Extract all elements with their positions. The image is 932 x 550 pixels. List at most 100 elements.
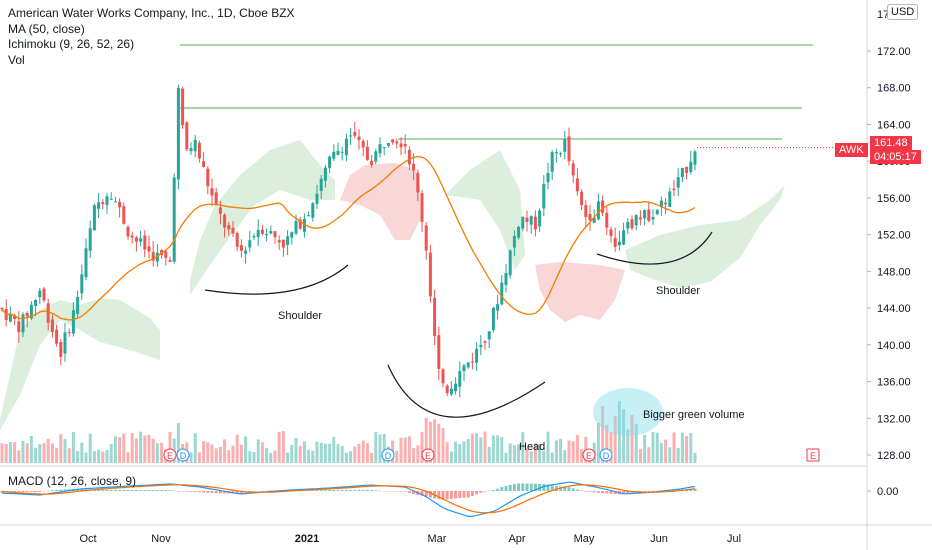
- macd-histogram-bar: [50, 490, 54, 491]
- candle-body: [643, 210, 647, 219]
- candle-body: [109, 198, 113, 200]
- event-marker[interactable]: [582, 448, 596, 462]
- macd-histogram-bar: [17, 491, 21, 493]
- arc-1[interactable]: [387, 364, 546, 418]
- candle-body: [382, 147, 386, 149]
- event-marker[interactable]: [381, 448, 395, 462]
- volume-note-label[interactable]: Bigger green volume: [643, 409, 745, 421]
- candle-body: [634, 214, 638, 226]
- candle-body: [25, 312, 29, 317]
- macd-histogram-bar: [445, 491, 449, 500]
- macd-histogram-bar: [496, 488, 500, 491]
- ma-line[interactable]: [1, 155, 696, 321]
- currency-button[interactable]: USD: [887, 4, 919, 20]
- candle-body: [664, 202, 668, 205]
- volume-bar: [575, 434, 579, 463]
- symbol-title[interactable]: American Water Works Company, Inc., 1D, …: [8, 6, 295, 20]
- macd-histogram-bar: [164, 490, 168, 491]
- ma-legend[interactable]: MA (50, close): [8, 21, 85, 36]
- candle-body: [504, 273, 508, 286]
- candle-body: [357, 136, 361, 141]
- macd-histogram-bar: [512, 484, 516, 491]
- time-tick-label: Apr: [508, 533, 525, 545]
- candle-body: [34, 300, 38, 306]
- candle-body: [265, 234, 269, 236]
- volume-bar: [651, 432, 655, 463]
- macd-histogram-bar: [437, 491, 441, 500]
- macd-histogram-bar: [504, 485, 508, 491]
- candle-body: [164, 251, 168, 258]
- macd-histogram-bar: [143, 490, 147, 491]
- volume-bar: [202, 441, 206, 463]
- candle-body: [319, 178, 323, 191]
- left-shoulder-label[interactable]: Shoulder: [278, 310, 322, 322]
- candle-body: [638, 217, 642, 220]
- candle-body: [281, 239, 285, 248]
- macd-histogram-bar: [185, 491, 189, 492]
- volume-bar: [139, 431, 143, 463]
- candle-body: [445, 385, 449, 394]
- volume-bar: [118, 437, 122, 463]
- macd-line[interactable]: [1, 481, 696, 518]
- volume-bar: [470, 433, 474, 463]
- volume-bar: [643, 434, 647, 463]
- candle-body: [441, 369, 445, 384]
- candle-body: [206, 168, 210, 187]
- macd-legend[interactable]: MACD (12, 26, close, 9): [8, 474, 137, 488]
- ichimoku-legend[interactable]: Ichimoku (9, 26, 52, 26): [8, 37, 135, 51]
- event-marker[interactable]: [176, 448, 190, 462]
- candle-body: [521, 216, 525, 229]
- candle-body: [403, 143, 407, 147]
- candle-body: [307, 215, 311, 217]
- volume-bar: [76, 451, 80, 463]
- macd-histogram-bar: [59, 489, 63, 491]
- volume-bar: [332, 436, 336, 463]
- candle-body: [344, 138, 348, 156]
- macd-histogram-bar: [155, 490, 159, 491]
- candle-body: [601, 200, 605, 213]
- macd-histogram-bar: [626, 491, 630, 494]
- arc-0[interactable]: [204, 264, 349, 295]
- macd-histogram-bar: [105, 489, 109, 491]
- volume-bar: [559, 438, 563, 463]
- macd-histogram-bar: [533, 483, 537, 491]
- macd-histogram-bar: [113, 489, 117, 491]
- candle-body: [685, 166, 689, 173]
- volume-bar: [370, 452, 374, 463]
- volume-bar: [622, 409, 626, 463]
- head-label[interactable]: Head: [519, 441, 545, 453]
- volume-bar: [554, 440, 558, 463]
- macd-histogram-bar: [218, 491, 222, 494]
- time-tick-label: Oct: [79, 533, 96, 545]
- candle-body: [588, 213, 592, 221]
- volume-highlight: [593, 388, 663, 436]
- arc-2[interactable]: [596, 231, 713, 265]
- event-marker[interactable]: [599, 448, 613, 462]
- signal-line[interactable]: [1, 484, 696, 514]
- volume-bar: [328, 443, 332, 463]
- volume-bar: [155, 443, 159, 463]
- volume-bar: [160, 442, 164, 463]
- macd-histogram-bar: [206, 491, 210, 493]
- macd-histogram-bar: [550, 485, 554, 491]
- right-shoulder-label[interactable]: Shoulder: [656, 285, 700, 297]
- macd-histogram-bar: [374, 490, 378, 491]
- macd-histogram-bar: [592, 491, 596, 493]
- volume-bar: [122, 433, 126, 463]
- macd-histogram-bar: [344, 489, 348, 491]
- candle-body: [151, 251, 155, 261]
- macd-histogram-bar: [353, 489, 357, 491]
- event-marker[interactable]: [421, 448, 435, 462]
- price-tick-label: 140.00: [877, 340, 911, 352]
- event-marker[interactable]: [163, 448, 177, 462]
- event-marker[interactable]: [806, 448, 820, 462]
- price-tick-label: 136.00: [877, 377, 911, 389]
- volume-bar: [655, 432, 659, 463]
- vol-legend[interactable]: Vol: [8, 52, 25, 67]
- candle-body: [622, 230, 626, 245]
- macd-histogram-bar: [193, 491, 197, 493]
- candle-body: [63, 332, 67, 354]
- macd-histogram-bar: [441, 491, 445, 500]
